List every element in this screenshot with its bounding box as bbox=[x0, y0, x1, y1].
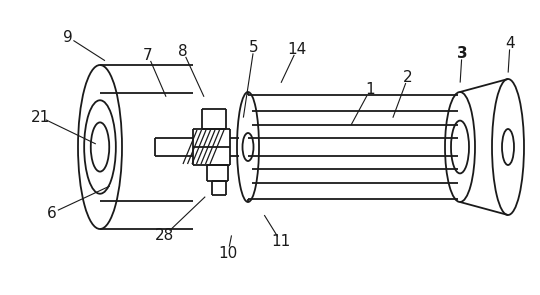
Text: 9: 9 bbox=[63, 30, 73, 45]
Text: 21: 21 bbox=[30, 109, 50, 124]
Text: 14: 14 bbox=[287, 42, 307, 57]
Text: 7: 7 bbox=[143, 47, 153, 63]
Text: 1: 1 bbox=[365, 83, 375, 98]
Text: 10: 10 bbox=[218, 245, 238, 260]
Text: 5: 5 bbox=[249, 40, 259, 55]
Text: 6: 6 bbox=[47, 206, 57, 220]
Text: 11: 11 bbox=[272, 235, 291, 250]
Text: 8: 8 bbox=[178, 43, 188, 58]
Text: 2: 2 bbox=[403, 70, 413, 84]
Text: 3: 3 bbox=[457, 45, 467, 60]
Text: 4: 4 bbox=[505, 35, 515, 50]
Text: 28: 28 bbox=[156, 227, 174, 242]
